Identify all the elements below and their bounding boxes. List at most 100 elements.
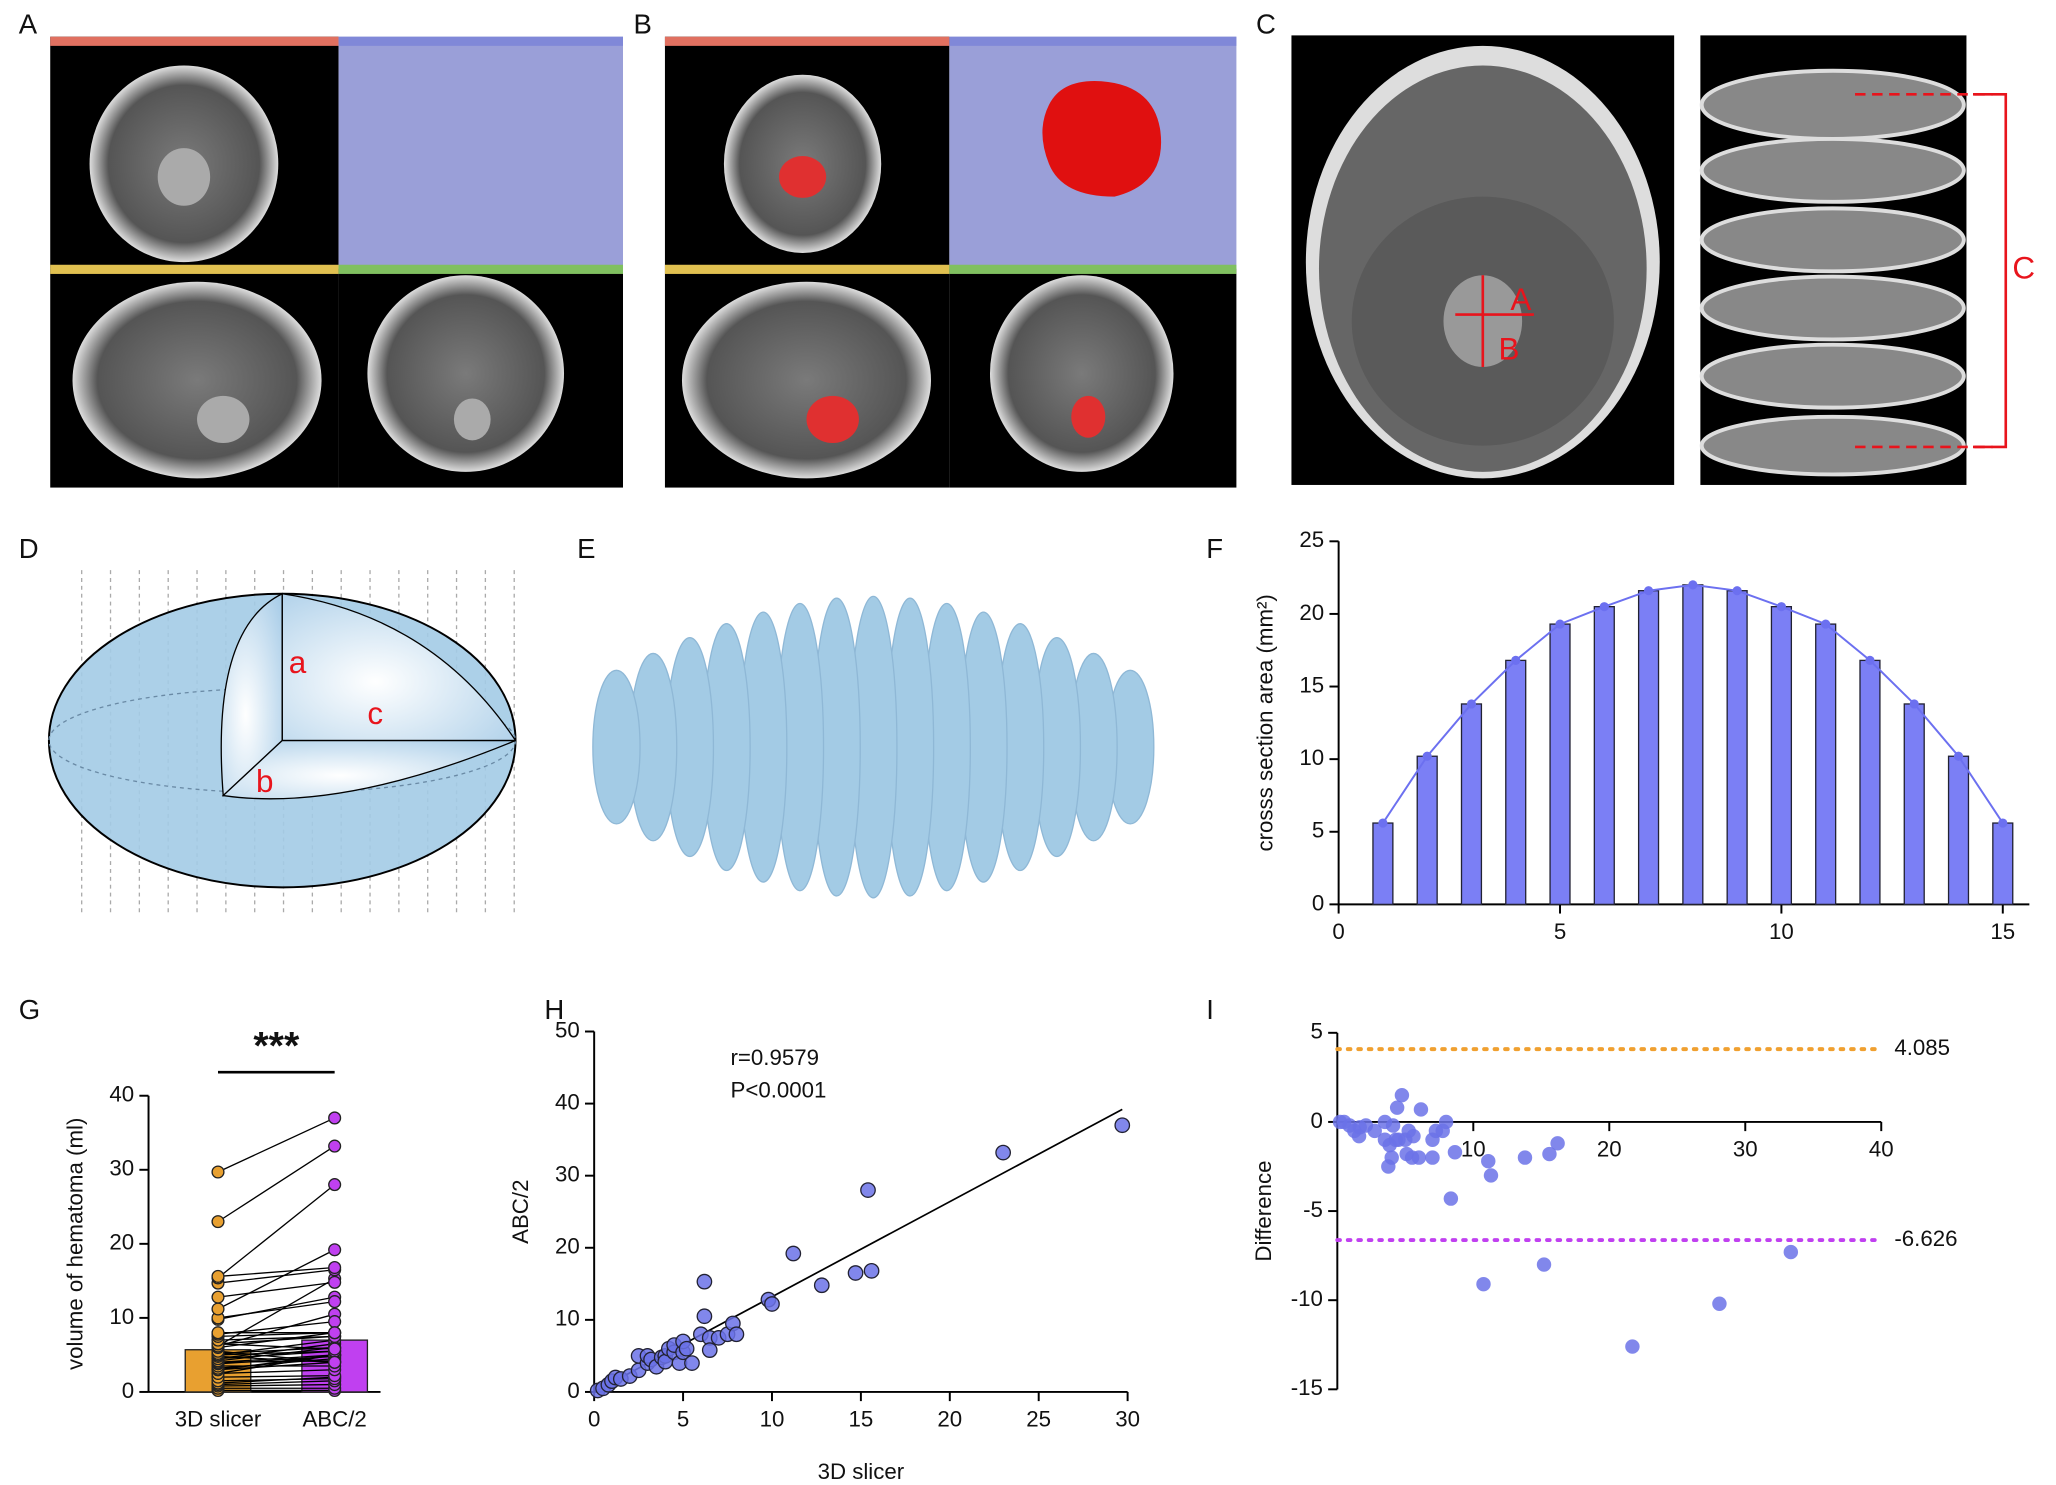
x-tick-label: 15	[1990, 919, 2015, 944]
pair-line	[217, 1343, 335, 1360]
point	[1389, 1100, 1405, 1115]
y-axis-label: Difference	[1251, 1161, 1276, 1262]
y-axis-label: ABC/2	[508, 1180, 533, 1244]
panel-label: A	[19, 8, 38, 39]
point	[1511, 655, 1521, 665]
point	[328, 1315, 342, 1329]
point	[1378, 818, 1388, 828]
x-tick-label: 10	[1769, 919, 1794, 944]
pair-line	[217, 1269, 335, 1284]
bar	[1637, 590, 1660, 906]
y-tick-label: 40	[555, 1089, 580, 1114]
point	[678, 1340, 695, 1357]
point	[211, 1215, 225, 1229]
x-tick-label: 25	[1026, 1407, 1051, 1432]
point	[328, 1355, 342, 1369]
point	[211, 1290, 225, 1304]
point	[1555, 619, 1565, 629]
pair-line	[217, 1350, 335, 1356]
point	[1599, 602, 1609, 612]
point	[696, 1308, 713, 1325]
x-tick-label: 5	[1554, 919, 1566, 944]
panel-label: D	[19, 533, 39, 564]
y-tick-label: 50	[555, 1017, 580, 1042]
x-tick-label: 40	[1869, 1137, 1894, 1162]
point	[328, 1295, 342, 1309]
pair-line	[217, 1335, 335, 1341]
point	[764, 1296, 780, 1312]
x-tick-label: 10	[760, 1407, 785, 1432]
point	[684, 1355, 700, 1371]
point	[1438, 1114, 1454, 1130]
disk-diagram	[592, 595, 1155, 899]
pair-line	[217, 1377, 335, 1382]
pair-line	[217, 1374, 335, 1378]
bar	[1859, 659, 1881, 906]
pair-line	[217, 1281, 335, 1298]
panel-label: E	[577, 533, 595, 564]
point	[785, 1245, 802, 1262]
y-tick-label: 5	[1312, 818, 1324, 843]
bar	[1372, 822, 1394, 906]
point	[1865, 655, 1875, 665]
panel-labels: A B C D E F G H I	[19, 8, 1276, 1025]
point	[328, 1243, 342, 1257]
y-tick-label: 0	[1311, 1108, 1323, 1133]
pair-line	[217, 1266, 335, 1278]
point	[1483, 1168, 1499, 1183]
x-tick-label: 0	[588, 1407, 600, 1432]
y-tick-label: 15	[1299, 672, 1324, 697]
point	[1732, 586, 1742, 596]
x-tick-label: ABC/2	[302, 1407, 366, 1432]
point	[863, 1262, 880, 1279]
label-a: a	[289, 645, 307, 680]
point	[1776, 602, 1786, 612]
point	[1367, 1123, 1382, 1139]
pair-line	[217, 1300, 335, 1319]
panel-label: B	[633, 8, 651, 39]
y-tick-label: -10	[1291, 1286, 1323, 1311]
point	[728, 1326, 745, 1343]
significance: ***	[253, 1024, 300, 1068]
point	[1476, 1276, 1491, 1292]
y-tick-label: -5	[1303, 1197, 1323, 1222]
annotation: r=0.9579	[730, 1045, 819, 1070]
bar	[1416, 755, 1438, 906]
point	[696, 1273, 713, 1290]
point	[860, 1182, 876, 1198]
point	[1384, 1150, 1399, 1165]
pair-line	[217, 1313, 335, 1347]
y-tick-label: 0	[567, 1378, 579, 1403]
point	[1411, 1150, 1427, 1165]
x-tick-label: 20	[1597, 1137, 1622, 1162]
point	[328, 1178, 342, 1192]
point	[701, 1342, 718, 1358]
panel-label: C	[1256, 8, 1276, 39]
pair-line	[217, 1354, 335, 1363]
point	[1385, 1118, 1401, 1133]
point	[1114, 1117, 1131, 1134]
point	[211, 1165, 225, 1179]
pair-line	[217, 1380, 335, 1386]
y-tick-label: 40	[109, 1082, 134, 1107]
y-tick-label: 10	[109, 1304, 134, 1329]
y-axis-label: volume of hematoma (ml)	[62, 1118, 87, 1370]
pair-line	[217, 1145, 336, 1223]
panel-label: I	[1206, 994, 1214, 1025]
point	[1406, 1128, 1421, 1144]
point	[1394, 1087, 1410, 1103]
point	[1481, 1153, 1496, 1169]
point	[1536, 1257, 1552, 1272]
point	[328, 1326, 342, 1340]
point	[1550, 1136, 1565, 1151]
bar	[1549, 623, 1571, 906]
point	[1998, 818, 2008, 828]
pair-line	[217, 1350, 335, 1363]
point	[1625, 1339, 1640, 1354]
y-tick-label: 20	[1299, 600, 1324, 625]
label-a: A	[1510, 282, 1531, 317]
y-tick-label: 0	[122, 1378, 134, 1403]
bar	[1460, 703, 1483, 906]
point	[328, 1111, 342, 1125]
